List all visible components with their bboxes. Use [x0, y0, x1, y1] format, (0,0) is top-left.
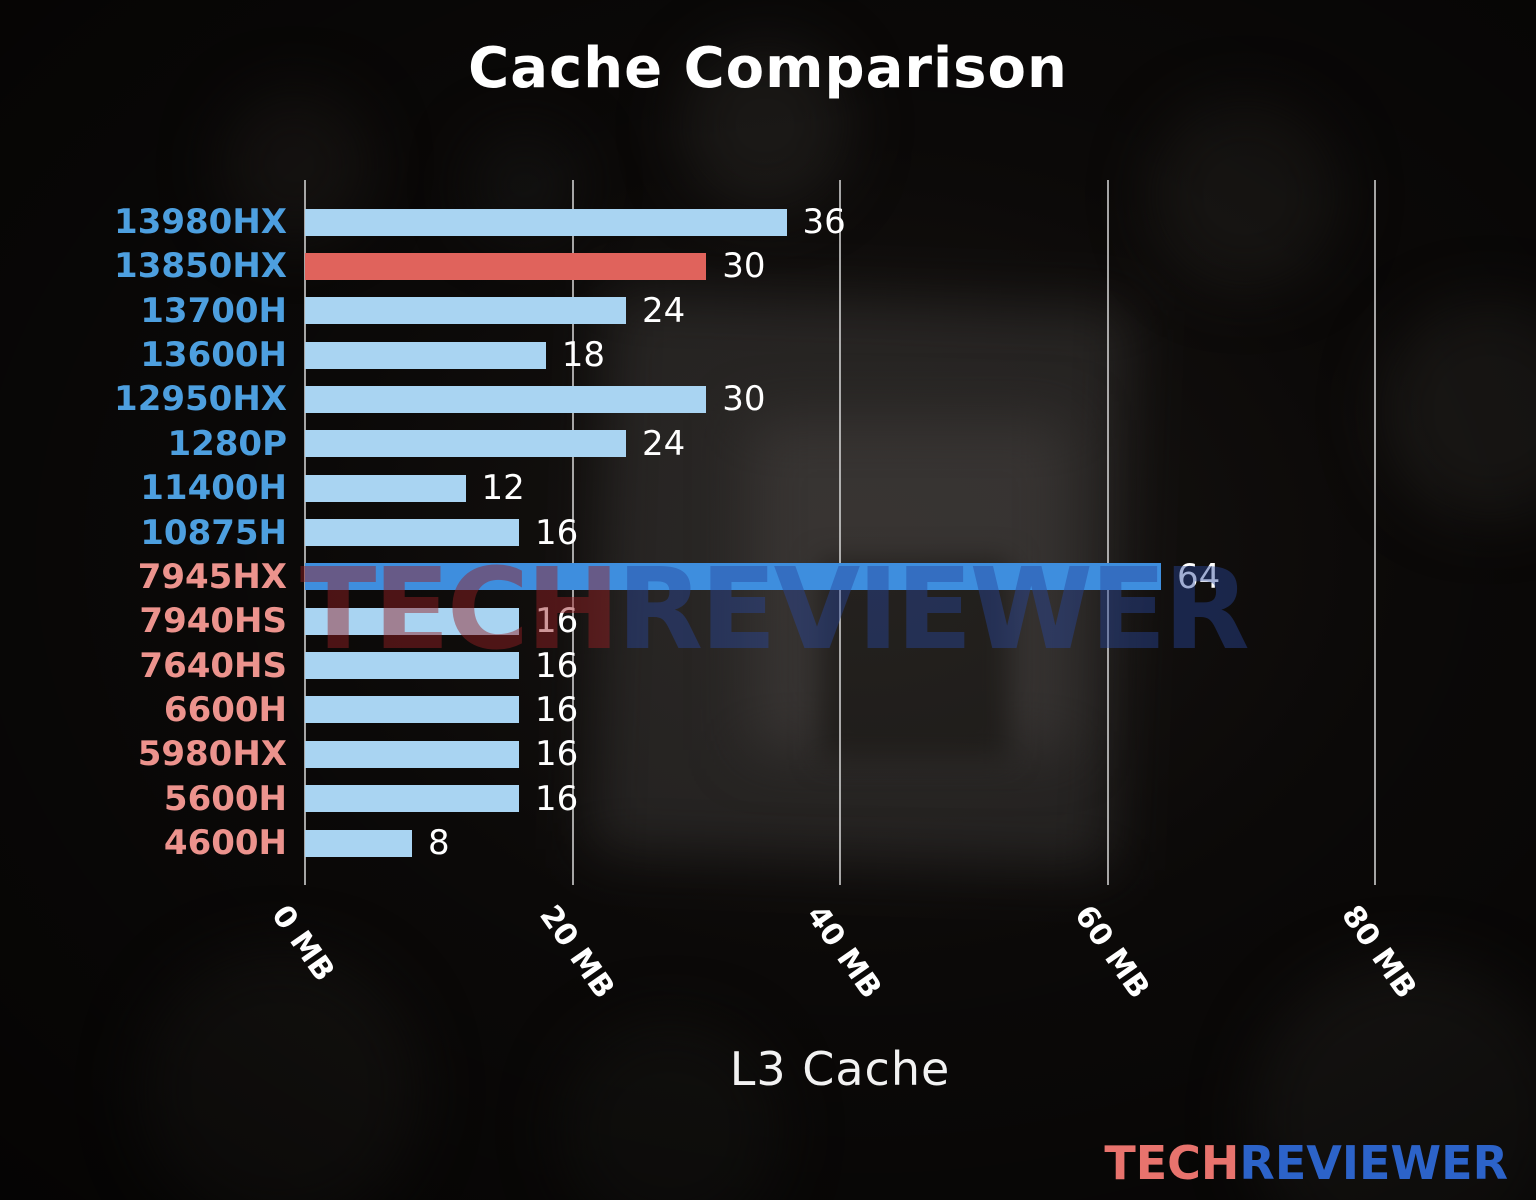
value-label: 36: [802, 202, 846, 242]
value-label: 30: [722, 246, 766, 287]
brand-logo: TECHREVIEWER: [1104, 1136, 1508, 1190]
value-label: 18: [561, 335, 606, 376]
value-label: 16: [535, 512, 579, 553]
category-label: 13980HX: [114, 202, 287, 242]
bar: [305, 208, 787, 236]
grid-line: [1106, 180, 1109, 885]
bar: [305, 430, 626, 458]
bar: [305, 474, 466, 502]
category-label: 13600H: [140, 335, 287, 376]
bar: [305, 385, 707, 413]
category-label: 1280P: [167, 423, 287, 464]
bar: [305, 297, 626, 325]
value-label: 24: [642, 290, 686, 331]
value-label: 16: [535, 778, 579, 819]
category-label: 10875H: [140, 512, 287, 553]
category-label: 5980HX: [137, 734, 287, 775]
value-label: 24: [642, 423, 686, 464]
value-label: 30: [722, 379, 766, 420]
value-label: 16: [535, 645, 579, 686]
brand-logo-tech: TECH: [1104, 1136, 1240, 1190]
bar: [305, 341, 546, 369]
category-label: 13850HX: [114, 246, 287, 287]
category-label: 5600H: [163, 778, 287, 819]
value-label: 16: [535, 734, 579, 775]
bar: [305, 740, 519, 768]
category-label: 7940HS: [139, 601, 287, 642]
value-label: 64: [1177, 556, 1221, 597]
bar: [305, 519, 519, 546]
bar: [305, 696, 519, 724]
bar: [305, 607, 519, 635]
chart-title: Cache Comparison: [468, 36, 1068, 101]
grid-line: [571, 180, 574, 885]
bar: [305, 829, 412, 857]
bar: [305, 785, 519, 813]
category-label: 6600H: [163, 689, 287, 730]
category-label: 7945HX: [137, 556, 287, 597]
category-label: 12950HX: [114, 379, 287, 420]
bar: [305, 252, 707, 280]
value-label: 12: [481, 468, 525, 509]
category-label: 11400H: [140, 468, 287, 509]
value-label: 16: [535, 601, 579, 642]
grid-line: [839, 180, 841, 885]
bar: [305, 563, 1161, 591]
value-label: 16: [535, 689, 579, 730]
brand-logo-reviewer: REVIEWER: [1239, 1136, 1508, 1190]
category-label: 7640HS: [139, 645, 287, 686]
x-axis-label: L3 Cache: [729, 1042, 951, 1096]
category-label: 13700H: [140, 290, 287, 331]
value-label: 8: [428, 823, 450, 863]
grid-line: [1374, 180, 1376, 885]
category-label: 4600H: [163, 823, 287, 863]
bar: [305, 652, 519, 680]
